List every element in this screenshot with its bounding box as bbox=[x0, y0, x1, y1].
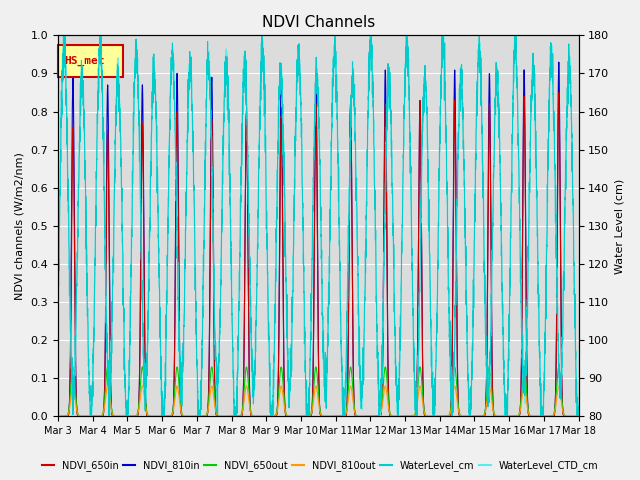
NDVI_810out bbox=[575, 414, 582, 420]
NDVI_810in bbox=[575, 414, 582, 420]
WaterLevel_cm bbox=[575, 409, 582, 415]
WaterLevel_CTD_cm bbox=[378, 347, 386, 352]
WaterLevel_cm bbox=[54, 288, 62, 294]
NDVI_810in bbox=[200, 414, 207, 420]
NDVI_810in bbox=[369, 414, 376, 420]
Y-axis label: Water Level (cm): Water Level (cm) bbox=[615, 178, 625, 274]
NDVI_810out bbox=[525, 412, 533, 418]
Text: HS_met: HS_met bbox=[64, 56, 105, 66]
WaterLevel_CTD_cm bbox=[200, 271, 207, 276]
NDVI_650in bbox=[378, 398, 386, 404]
WaterLevel_cm bbox=[575, 414, 582, 420]
WaterLevel_cm bbox=[200, 261, 207, 267]
WaterLevel_cm bbox=[525, 188, 533, 193]
NDVI_810in bbox=[378, 396, 386, 402]
WaterLevel_CTD_cm bbox=[366, 33, 374, 38]
NDVI_810out bbox=[166, 414, 173, 420]
FancyBboxPatch shape bbox=[58, 45, 123, 77]
NDVI_650out bbox=[378, 399, 386, 405]
Line: NDVI_810in: NDVI_810in bbox=[58, 62, 579, 417]
NDVI_650in bbox=[166, 414, 173, 420]
WaterLevel_cm bbox=[166, 117, 173, 122]
WaterLevel_cm bbox=[378, 342, 386, 348]
NDVI_650out bbox=[575, 414, 582, 420]
WaterLevel_CTD_cm bbox=[166, 119, 173, 125]
Line: NDVI_650in: NDVI_650in bbox=[58, 93, 579, 417]
NDVI_810in bbox=[555, 59, 563, 65]
NDVI_810out bbox=[173, 383, 181, 389]
WaterLevel_CTD_cm bbox=[86, 414, 93, 420]
NDVI_810out bbox=[54, 414, 62, 420]
NDVI_650out bbox=[525, 411, 533, 417]
NDVI_650in bbox=[525, 413, 533, 419]
Line: WaterLevel_cm: WaterLevel_cm bbox=[58, 36, 579, 417]
Line: NDVI_810out: NDVI_810out bbox=[58, 386, 579, 417]
NDVI_650in bbox=[575, 414, 582, 420]
WaterLevel_CTD_cm bbox=[575, 414, 582, 420]
NDVI_650in bbox=[369, 414, 376, 420]
NDVI_810in bbox=[525, 413, 533, 419]
WaterLevel_cm bbox=[86, 414, 94, 420]
NDVI_650out bbox=[54, 414, 62, 420]
NDVI_810out bbox=[378, 405, 386, 410]
NDVI_650in bbox=[200, 414, 207, 420]
NDVI_810out bbox=[575, 414, 582, 420]
WaterLevel_cm bbox=[369, 79, 377, 85]
Y-axis label: NDVI channels (W/m2/nm): NDVI channels (W/m2/nm) bbox=[15, 152, 25, 300]
WaterLevel_CTD_cm bbox=[369, 86, 377, 92]
NDVI_650out bbox=[200, 414, 207, 420]
NDVI_650in bbox=[555, 90, 563, 96]
Legend: NDVI_650in, NDVI_810in, NDVI_650out, NDVI_810out, WaterLevel_cm, WaterLevel_CTD_: NDVI_650in, NDVI_810in, NDVI_650out, NDV… bbox=[38, 456, 602, 475]
NDVI_810in bbox=[166, 414, 173, 420]
NDVI_650in bbox=[54, 414, 62, 420]
WaterLevel_CTD_cm bbox=[525, 178, 533, 184]
NDVI_650out bbox=[166, 414, 173, 420]
NDVI_810out bbox=[200, 414, 207, 420]
Line: NDVI_650out: NDVI_650out bbox=[58, 367, 579, 417]
Title: NDVI Channels: NDVI Channels bbox=[262, 15, 375, 30]
NDVI_650out bbox=[575, 414, 582, 420]
WaterLevel_cm bbox=[60, 33, 67, 38]
NDVI_810in bbox=[575, 414, 582, 420]
WaterLevel_CTD_cm bbox=[54, 303, 62, 309]
NDVI_650out bbox=[369, 414, 377, 420]
Line: WaterLevel_CTD_cm: WaterLevel_CTD_cm bbox=[58, 36, 579, 417]
NDVI_650in bbox=[575, 414, 582, 420]
NDVI_650out bbox=[173, 364, 181, 370]
NDVI_810in bbox=[54, 414, 62, 420]
WaterLevel_CTD_cm bbox=[575, 412, 582, 418]
NDVI_810out bbox=[369, 414, 377, 420]
